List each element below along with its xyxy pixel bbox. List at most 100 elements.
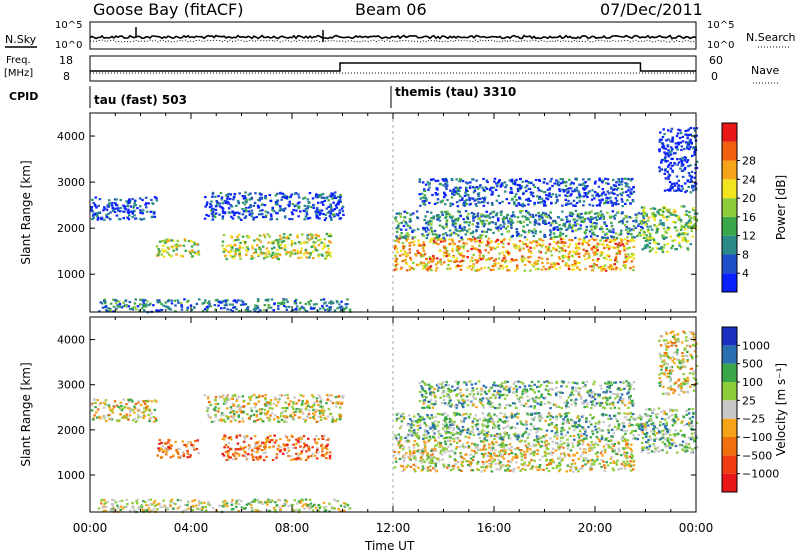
power-cell [420, 261, 423, 264]
power-cell [652, 238, 656, 242]
power-cell [339, 217, 342, 220]
power-cell [326, 308, 330, 311]
power-cell [492, 231, 495, 234]
power-cell [533, 201, 536, 204]
power-cell [261, 209, 264, 212]
power-cell [619, 192, 622, 195]
velocity-cell [253, 500, 256, 503]
velocity-cell [298, 416, 302, 419]
power-cell [668, 227, 671, 230]
power-cell [226, 200, 229, 203]
power-cell [320, 253, 323, 256]
power-cell [322, 196, 326, 199]
power-cell [320, 196, 324, 199]
power-cell [94, 204, 97, 207]
velocity-cell [207, 395, 210, 398]
velocity-cell [162, 499, 165, 502]
power-cell [437, 235, 441, 238]
velocity-cell [277, 444, 280, 447]
power-cell [632, 239, 635, 242]
velocity-cell [306, 505, 309, 508]
power-cell [329, 241, 332, 244]
velocity-cell [193, 448, 196, 451]
power-cell [522, 225, 525, 228]
power-cell [259, 240, 262, 243]
power-cell [239, 241, 242, 244]
power-cell [144, 203, 147, 206]
power-cell [231, 303, 234, 306]
velocity-cell [322, 409, 325, 412]
power-cell [500, 233, 504, 236]
power-cell [670, 146, 673, 149]
power-cell [497, 243, 500, 246]
power-cell [529, 255, 532, 258]
power-cell [249, 310, 252, 313]
power-cell [257, 213, 261, 216]
power-cell [582, 187, 585, 190]
power-cell [122, 305, 125, 308]
power-cell [603, 221, 606, 224]
power-cell [474, 203, 478, 206]
power-cell [240, 299, 243, 302]
velocity-cell [128, 414, 132, 417]
power-cell [659, 219, 662, 222]
velocity-cell [155, 400, 158, 403]
velocity-cell [308, 507, 311, 510]
velocity-cell [152, 507, 156, 510]
velocity-cell [120, 409, 124, 412]
power-cell [167, 239, 171, 242]
velocity-cell [164, 442, 168, 445]
power-cell [298, 201, 301, 204]
power-cell [406, 211, 409, 214]
power-cell [292, 208, 295, 212]
power-cell [248, 235, 251, 238]
power-cell [665, 231, 668, 235]
power-cell [636, 235, 639, 238]
power-cell [654, 214, 657, 217]
velocity-cell [123, 415, 126, 418]
power-cell [436, 179, 440, 182]
power-cell [133, 204, 136, 207]
power-cell [252, 204, 256, 207]
power-cell [401, 235, 404, 239]
velocity-cell [275, 453, 279, 456]
power-cell [661, 236, 665, 239]
power-cell [400, 266, 403, 269]
velocity-cell [169, 443, 172, 447]
power-cell [611, 246, 614, 249]
velocity-cell [317, 509, 321, 513]
velocity-cell [245, 503, 249, 506]
velocity-cell [240, 411, 243, 414]
power-cell [690, 141, 693, 145]
power-cell [162, 244, 165, 247]
power-cell [588, 211, 591, 214]
power-cell [329, 234, 333, 237]
velocity-cell [333, 498, 336, 501]
power-cell [669, 161, 672, 165]
power-cell [480, 233, 484, 237]
velocity-cell [142, 400, 146, 403]
power-cell [219, 192, 223, 195]
velocity-cell [247, 502, 250, 505]
power-cell [609, 258, 612, 261]
velocity-cell [343, 502, 346, 505]
power-cell [651, 213, 655, 216]
power-cell [335, 203, 339, 206]
velocity-cell [464, 453, 467, 456]
power-cell [259, 209, 262, 212]
power-cell [264, 214, 268, 217]
velocity-cell [257, 510, 260, 513]
velocity-cell [527, 447, 530, 450]
power-cell [550, 202, 553, 205]
power-cell [624, 253, 627, 256]
nsearch-trace [89, 39, 696, 43]
power-cell [156, 301, 160, 304]
power-cell [605, 196, 608, 199]
power-cell [128, 300, 132, 304]
power-cell [574, 247, 578, 250]
power-cell [629, 255, 633, 258]
power-cell [267, 304, 270, 307]
velocity-cell [226, 395, 229, 398]
power-cell [578, 183, 581, 186]
power-cell [593, 221, 596, 225]
